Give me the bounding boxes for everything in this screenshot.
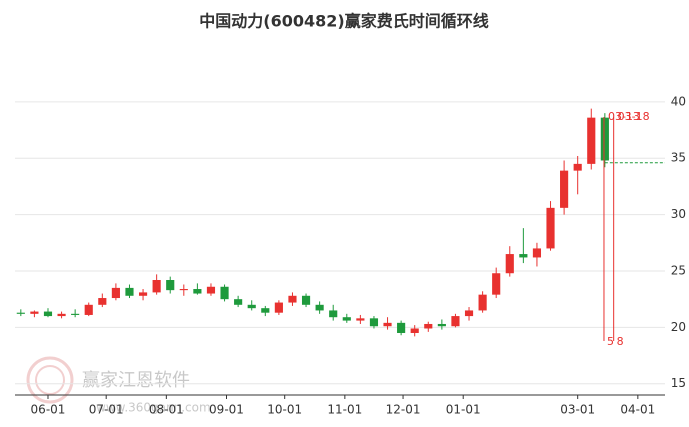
cycle-label: 8 — [617, 335, 624, 348]
y-tick-label: 15 — [671, 376, 686, 390]
x-tick-label: 03-01 — [560, 403, 595, 417]
candle-body — [247, 304, 256, 309]
candle-body — [410, 328, 419, 333]
candle-body — [288, 295, 297, 303]
y-tick-label: 40 — [671, 94, 686, 108]
chart-title: 中国动力(600482)赢家费氏时间循环线 — [199, 12, 488, 31]
watermark-logo — [26, 356, 74, 404]
candle-body — [166, 280, 175, 291]
watermark: 赢家江恩软件 — [82, 369, 190, 391]
candle-body — [329, 310, 338, 318]
cycle-date: 03-18 — [618, 110, 650, 123]
candle-body — [220, 286, 229, 300]
candle-body — [138, 292, 148, 296]
x-tick-label: 06-01 — [31, 403, 66, 417]
y-tick-label: 30 — [671, 207, 686, 221]
candle-body — [234, 299, 243, 305]
candle-body — [437, 323, 446, 327]
candle-body — [315, 304, 324, 311]
candle-body — [16, 312, 25, 314]
candle-body — [492, 273, 501, 295]
candle-body — [71, 313, 80, 315]
candle-body — [397, 322, 406, 333]
x-tick-label: 11-01 — [327, 403, 362, 417]
candle-body — [193, 289, 202, 294]
candle-body — [532, 248, 542, 258]
candle-body — [478, 294, 487, 311]
candle-body — [451, 316, 460, 327]
x-tick-label: 07-01 — [89, 403, 124, 417]
cycle-date: 03-13 — [608, 110, 640, 123]
candle-body — [98, 298, 107, 305]
y-tick-label: 25 — [671, 263, 686, 277]
candle-body — [573, 163, 582, 171]
candle-body — [179, 289, 188, 291]
candle-body — [546, 207, 555, 249]
candle-body — [505, 254, 514, 274]
x-tick-label: 01-01 — [446, 403, 481, 417]
watermark-url: www.360gann.com — [96, 401, 211, 415]
y-tick-label: 35 — [671, 151, 686, 165]
x-tick-label: 10-01 — [267, 403, 302, 417]
candle-body — [560, 170, 569, 208]
x-tick-label: 09-01 — [209, 403, 244, 417]
candle-body — [30, 311, 39, 314]
x-tick-label: 04-01 — [620, 403, 655, 417]
candle-body — [519, 254, 528, 258]
x-tick-label: 12-01 — [386, 403, 421, 417]
candle-body — [206, 286, 216, 294]
candle-body — [356, 318, 365, 321]
candle-body — [111, 287, 120, 299]
candle-body — [261, 308, 270, 313]
candle-body — [600, 117, 609, 161]
y-tick-label: 20 — [671, 320, 686, 334]
candle-body — [587, 117, 596, 164]
candle-body — [125, 287, 134, 296]
candle-body — [301, 295, 311, 305]
candle-body — [342, 317, 351, 321]
candle-body — [152, 280, 161, 293]
x-tick-label: 08-01 — [149, 403, 184, 417]
candle-body — [57, 313, 66, 317]
candle-body — [84, 304, 93, 315]
candle-body — [464, 310, 474, 317]
candle-body — [369, 318, 379, 327]
candle-body — [383, 322, 392, 327]
candle-body — [43, 311, 53, 317]
candle-body — [424, 323, 433, 329]
cycle-label: 5 — [607, 335, 614, 348]
candle-body — [274, 302, 283, 313]
